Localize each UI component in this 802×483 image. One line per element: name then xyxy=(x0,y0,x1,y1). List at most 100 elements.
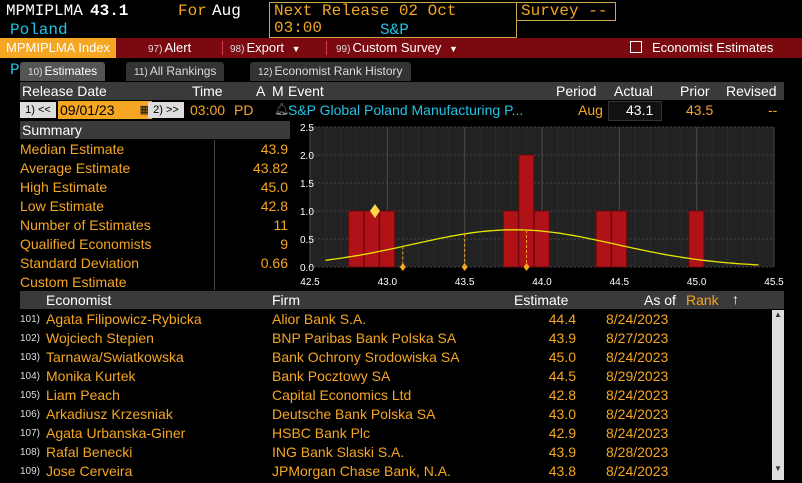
economist-num: 107) xyxy=(20,428,41,439)
economist-firm[interactable]: JPMorgan Chase Bank, N.A. xyxy=(272,463,451,479)
custom-survey-button[interactable]: 99) Custom Survey ▼ xyxy=(336,40,458,55)
economist-firm[interactable]: Bank Ochrony Srodowiska SA xyxy=(272,349,460,365)
economist-name[interactable]: Jose Cerveira xyxy=(46,463,133,479)
economist-num: 108) xyxy=(20,447,41,458)
economist-num: 101) xyxy=(20,314,41,325)
histogram-bar xyxy=(502,210,519,268)
summary-value: 9 xyxy=(280,236,288,252)
economist-name[interactable]: Arkadiusz Krzesniak xyxy=(46,406,173,422)
release-date-input[interactable]: 09/01/23 ▦ xyxy=(58,101,152,119)
economist-num: 104) xyxy=(20,371,41,382)
economist-name[interactable]: Agata Filipowicz-Rybicka xyxy=(46,311,202,327)
economist-as-of: 8/29/2023 xyxy=(606,368,669,384)
economist-name[interactable]: Liam Peach xyxy=(46,387,120,403)
summary-value: 11 xyxy=(273,217,288,233)
x-tick-label: 43.5 xyxy=(455,277,475,288)
summary-value: 0.66 xyxy=(260,255,288,271)
release-a-value: PD xyxy=(234,102,254,118)
summary-label: Number of Estimates xyxy=(20,217,151,233)
summary-label: Median Estimate xyxy=(20,141,125,157)
economist-num: 105) xyxy=(20,390,41,401)
economist-as-of: 8/24/2023 xyxy=(606,387,669,403)
histogram-bar xyxy=(363,210,380,268)
export-button[interactable]: 98) Export ▼ xyxy=(230,40,301,55)
summary-value: 42.8 xyxy=(260,198,288,214)
economist-num: 103) xyxy=(20,352,41,363)
summary-value: 43.82 xyxy=(252,160,288,176)
external-link-icon xyxy=(630,41,642,53)
table-row[interactable]: 108) Rafal Benecki ING Bank Slaski S.A. 43.… xyxy=(0,443,784,462)
economist-as-of: 8/24/2023 xyxy=(606,463,669,479)
economist-estimate: 44.5 xyxy=(548,368,576,384)
for-label: For xyxy=(178,2,207,20)
histogram-bar xyxy=(688,210,705,268)
economist-firm[interactable]: Bank Pocztowy SA xyxy=(272,368,391,384)
calendar-icon[interactable]: ▦ xyxy=(139,104,150,116)
economist-name[interactable]: Monika Kurtek xyxy=(46,368,136,384)
economist-firm[interactable]: ING Bank Slaski S.A. xyxy=(272,444,405,460)
economist-as-of: 8/24/2023 xyxy=(606,406,669,422)
actual-value: 43.1 xyxy=(626,102,654,118)
economist-name[interactable]: Wojciech Stepien xyxy=(46,330,154,346)
x-tick-label: 45.0 xyxy=(687,277,707,288)
next-release-button[interactable]: 2) >> xyxy=(148,102,184,118)
economist-num: 106) xyxy=(20,409,41,420)
economist-firm[interactable]: HSBC Bank Plc xyxy=(272,425,371,441)
table-row[interactable]: 109) Jose Cerveira JPMorgan Chase Bank, N.… xyxy=(0,462,784,481)
table-row[interactable]: 104) Monika Kurtek Bank Pocztowy SA 44.5 8/2… xyxy=(0,367,784,386)
table-row[interactable]: 107) Agata Urbanska-Giner HSBC Bank Plc 42.… xyxy=(0,424,784,443)
table-row[interactable]: 101) Agata Filipowicz-Rybicka Alior Bank S… xyxy=(0,310,784,329)
economist-as-of: 8/24/2023 xyxy=(606,425,669,441)
table-row[interactable]: 102) Wojciech Stepien BNP Paribas Bank Pol… xyxy=(0,329,784,348)
histogram-bar xyxy=(595,210,612,268)
period: Aug xyxy=(212,2,241,20)
actual-marker xyxy=(399,263,406,271)
economist-name[interactable]: Rafal Benecki xyxy=(46,444,133,460)
economist-estimate: 42.9 xyxy=(548,425,576,441)
economist-as-of: 8/27/2023 xyxy=(606,330,669,346)
economist-estimates-link[interactable]: Economist Estimates xyxy=(630,38,773,58)
y-tick-label: 1.5 xyxy=(300,179,314,190)
histogram-bar xyxy=(533,210,550,268)
economist-name[interactable]: Agata Urbanska-Giner xyxy=(46,425,186,441)
histogram-bar xyxy=(611,210,628,268)
median-marker xyxy=(523,263,530,271)
y-tick-label: 2.0 xyxy=(300,151,314,162)
economist-num: 109) xyxy=(20,466,41,477)
survey: Survey -- xyxy=(516,2,616,21)
summary-label: Average Estimate xyxy=(20,160,131,176)
alert-button[interactable]: 97) Alert xyxy=(148,40,192,55)
economist-estimate: 44.4 xyxy=(548,311,576,327)
scrollbar[interactable]: ▲ ▼ xyxy=(772,310,784,480)
x-tick-label: 44.0 xyxy=(532,277,552,288)
sort-up-icon[interactable]: ↑ xyxy=(732,291,739,307)
tab-economist-rank-history[interactable]: 12) Economist Rank History xyxy=(250,62,411,81)
economist-firm[interactable]: Capital Economics Ltd xyxy=(272,387,412,403)
economist-name[interactable]: Tarnawa/Swiatkowska xyxy=(46,349,184,365)
economist-firm[interactable]: BNP Paribas Bank Polska SA xyxy=(272,330,457,346)
summary-label: Custom Estimate xyxy=(20,274,127,290)
index-badge[interactable]: MPMIPLMA Index xyxy=(0,38,117,58)
economist-firm[interactable]: Alior Bank S.A. xyxy=(272,311,367,327)
command-toolbar: MPMIPLMA Index 97) Alert 98) Export ▼ 99) C… xyxy=(0,38,802,58)
table-row[interactable]: 105) Liam Peach Capital Economics Ltd 42.8 8… xyxy=(0,386,784,405)
economist-estimate: 42.8 xyxy=(548,387,576,403)
release-row: 1) << 09/01/23 ▦ 2) >> 03:00 PD 🔔︎ S&P G… xyxy=(20,101,784,121)
economist-as-of: 8/24/2023 xyxy=(606,349,669,365)
summary-label: Qualified Economists xyxy=(20,236,152,252)
scroll-up-icon[interactable]: ▲ xyxy=(774,310,782,319)
tab-estimates[interactable]: 10) Estimates xyxy=(20,62,106,81)
tab-all-rankings[interactable]: 11) All Rankings xyxy=(126,62,225,81)
prev-release-button[interactable]: 1) << xyxy=(20,102,56,118)
scroll-down-icon[interactable]: ▼ xyxy=(774,464,782,473)
table-row[interactable]: 103) Tarnawa/Swiatkowska Bank Ochrony Srod… xyxy=(0,348,784,367)
actual-diamond-marker xyxy=(369,204,380,218)
summary-value: 43.9 xyxy=(260,141,288,157)
ticker: MPMIPLMA xyxy=(6,2,83,20)
table-row[interactable]: 106) Arkadiusz Krzesniak Deutsche Bank Pol… xyxy=(0,405,784,424)
bell-icon[interactable]: 🔔︎ xyxy=(274,102,290,116)
summary-label: Low Estimate xyxy=(20,198,105,214)
event-name[interactable]: S&P Global Poland Manufacturing P... xyxy=(288,102,524,118)
economist-firm[interactable]: Deutsche Bank Polska SA xyxy=(272,406,436,422)
histogram-bar xyxy=(348,210,365,268)
